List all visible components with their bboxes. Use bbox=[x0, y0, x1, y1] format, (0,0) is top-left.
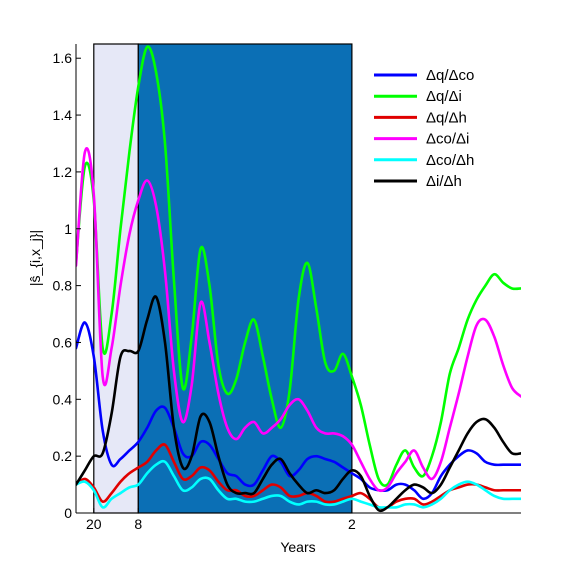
x-ticks: 20 8 2 bbox=[86, 508, 356, 532]
y-tick-label-8: 1.4 bbox=[53, 107, 73, 123]
y-tick-label-9: 1.6 bbox=[53, 50, 73, 66]
x-tick-label-1: 20 bbox=[86, 516, 102, 532]
legend-label-3: Δq/Δh bbox=[426, 109, 467, 126]
series-line-4 bbox=[76, 147, 521, 493]
legend-label-5: Δco/Δh bbox=[426, 152, 474, 169]
shaded-regions bbox=[93, 43, 353, 514]
shaded-region-2 bbox=[137, 43, 353, 514]
axes bbox=[75, 44, 521, 514]
y-tick-label-5: 0.8 bbox=[53, 278, 73, 294]
x-tick-label-2: 8 bbox=[134, 516, 142, 532]
y-tick-label-7: 1.2 bbox=[53, 164, 73, 180]
series-line-5 bbox=[76, 459, 521, 509]
y-tick-label-2: 0.2 bbox=[53, 448, 73, 464]
y-ticks: 0 0.2 0.4 0.6 0.8 1 1.2 1.4 1.6 bbox=[53, 50, 81, 521]
legend: Δq/Δco Δq/Δi Δq/Δh Δco/Δi Δco/Δh Δi/Δh bbox=[362, 56, 514, 194]
x-axis-label: Years bbox=[280, 539, 315, 555]
y-tick-label-1: 0 bbox=[64, 505, 72, 521]
legend-label-2: Δq/Δi bbox=[426, 88, 462, 105]
legend-label-1: Δq/Δco bbox=[426, 67, 474, 84]
series-line-1 bbox=[76, 321, 521, 501]
legend-box bbox=[362, 56, 514, 194]
y-tick-label-4: 0.6 bbox=[53, 334, 73, 350]
series-layer bbox=[76, 45, 521, 513]
legend-label-6: Δi/Δh bbox=[426, 173, 462, 190]
series-line-6 bbox=[76, 295, 521, 513]
y-axis-label: |ŝ_{i,x_j}| bbox=[27, 230, 43, 286]
y-tick-label-6: 1 bbox=[64, 221, 72, 237]
legend-label-4: Δco/Δi bbox=[426, 131, 469, 148]
x-tick-label-3: 2 bbox=[348, 516, 356, 532]
series-line-2 bbox=[76, 45, 521, 487]
y-tick-label-3: 0.4 bbox=[53, 391, 73, 407]
